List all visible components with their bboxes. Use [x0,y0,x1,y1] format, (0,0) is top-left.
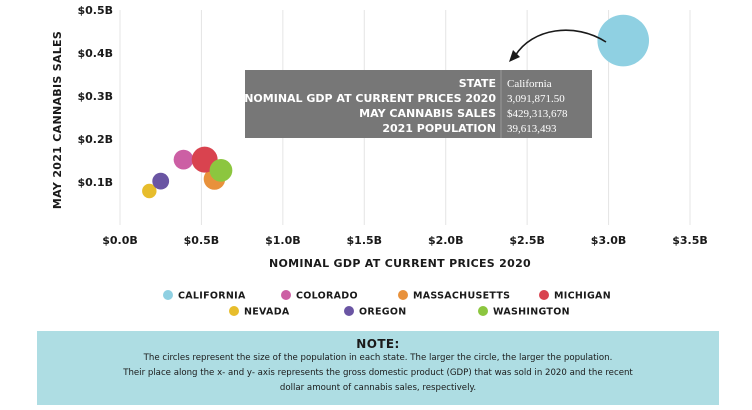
legend-label-washington: WASHINGTON [493,307,570,318]
legend-swatch-washington [478,306,488,316]
x-tick-label: $1.5B [347,234,383,247]
bubble-colorado [173,149,194,170]
bubble-washington [209,159,233,182]
x-tick-label: $2.5B [509,234,545,247]
x-tick-label: $3.0B [591,234,627,247]
x-tick-label: $3.5B [672,234,708,247]
legend-label-michigan: MICHIGAN [554,291,611,302]
legend-label-nevada: NEVADA [244,307,290,318]
bubble-oregon [152,172,170,190]
tooltip-key: 2021 POPULATION [382,122,496,135]
tooltip-value: 3,091,871.50 [507,93,565,105]
x-tick-label: $2.0B [428,234,464,247]
tooltip-key: NOMINAL GDP AT CURRENT PRICES 2020 [244,92,496,105]
x-tick-label: $0.5B [184,234,220,247]
legend: CALIFORNIA COLORADO MASSACHUSETTS MICHIGAN N… [163,290,611,318]
tooltip: STATE California NOMINAL GDP AT CURRENT PR… [244,70,592,138]
tooltip-rows: STATE California NOMINAL GDP AT CURRENT PR… [244,77,568,135]
legend-swatch-california [163,290,173,300]
legend-swatch-massachusetts [398,290,408,300]
arrow-head [509,50,520,62]
tooltip-value: 39,613,493 [507,123,557,135]
y-tick-label: $0.1B [77,176,113,189]
tooltip-key: STATE [459,77,496,90]
legend-label-colorado: COLORADO [296,291,358,302]
legend-swatch-colorado [281,290,291,300]
legend-swatch-nevada [229,306,239,316]
bubble-chart: $0.0B $0.5B $1.0B $1.5B $2.0B $2.5B $3.0B $3.5B… [51,4,708,318]
legend-label-oregon: OREGON [359,307,407,318]
note-box: NOTE: The circles represent the size of … [37,331,719,405]
tooltip-value: California [507,78,552,90]
tooltip-key: MAY CANNABIS SALES [359,107,496,120]
note-line-1: The circles represent the size of the po… [143,353,613,363]
y-tick-label: $0.3B [77,90,113,103]
note-title: NOTE: [356,337,400,351]
y-tick-label: $0.5B [77,4,113,17]
legend-swatch-oregon [344,306,354,316]
legend-label-california: CALIFORNIA [178,291,246,302]
bubble-nevada [142,183,157,199]
bubble-california [597,14,650,67]
annotation-arrow [509,29,607,62]
y-tick-label: $0.4B [77,47,113,60]
x-axis-title: NOMINAL GDP AT CURRENT PRICES 2020 [269,257,531,270]
tooltip-box [245,70,592,138]
x-tick-label: $0.0B [102,234,138,247]
y-tick-label: $0.2B [77,133,113,146]
y-axis-ticks: $0.1B $0.2B $0.3B $0.4B $0.5B [77,4,113,189]
x-axis-ticks: $0.0B $0.5B $1.0B $1.5B $2.0B $2.5B $3.0B $3.5B [102,234,708,247]
legend-label-massachusetts: MASSACHUSETTS [413,291,510,302]
y-axis-title: MAY 2021 CANNABIS SALES [51,31,64,209]
tooltip-value: $429,313,678 [507,108,568,120]
bubbles [142,14,650,199]
legend-swatch-michigan [539,290,549,300]
x-tick-label: $1.0B [265,234,301,247]
arrow-curve [514,29,607,57]
note-line-3: dollar amount of cannabis sales, respect… [279,383,477,393]
note-line-2: Their place along the x- and y- axis rep… [123,368,633,378]
